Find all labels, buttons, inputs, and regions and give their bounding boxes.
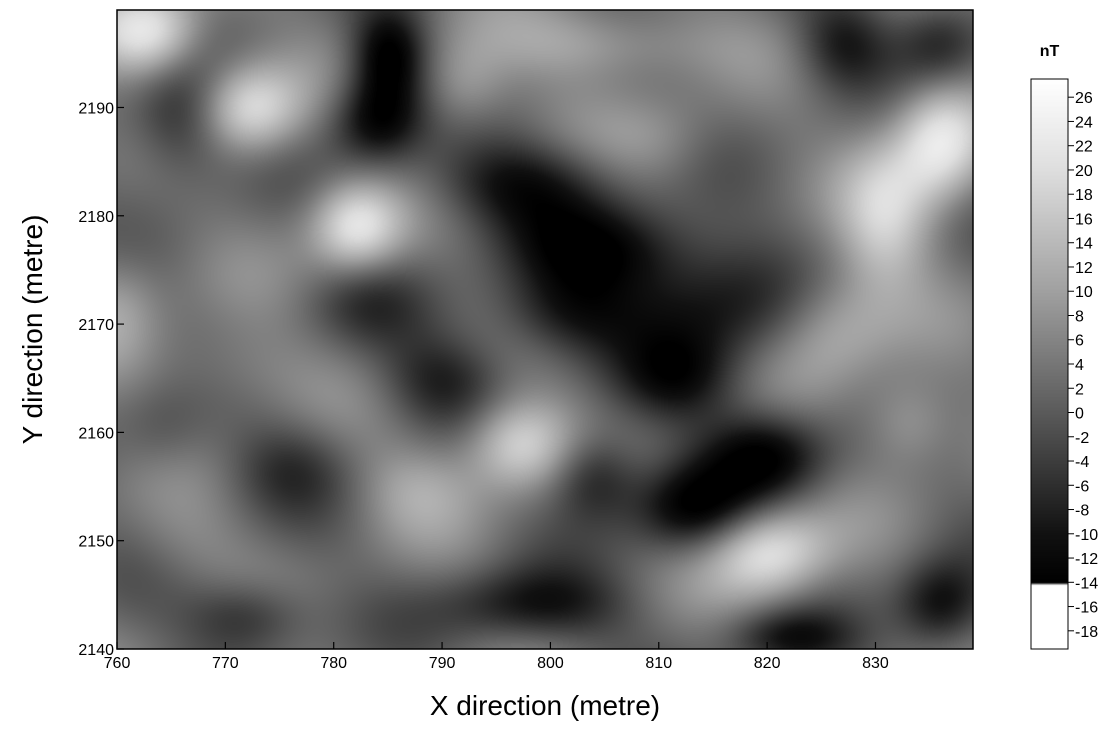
colorbar-ticks: 26242220181614121086420-2-4-6-8-10-12-14… — [1068, 90, 1098, 641]
y-axis-title: Y direction (metre) — [17, 215, 48, 445]
y-tick-label: 2190 — [78, 100, 114, 117]
y-tick-label: 2160 — [78, 425, 114, 442]
colorbar-tick-label: -12 — [1075, 551, 1098, 568]
colorbar-tick-label: 24 — [1075, 114, 1093, 131]
colorbar: nT 26242220181614121086420-2-4-6-8-10-12… — [1030, 43, 1098, 650]
colorbar-tick-label: 2 — [1075, 381, 1084, 398]
y-tick-label: 2170 — [78, 317, 114, 334]
x-tick-label: 800 — [537, 655, 564, 672]
colorbar-tick-label: 14 — [1075, 236, 1093, 253]
colorbar-tick-label: -16 — [1075, 600, 1098, 617]
plot-area — [116, 9, 974, 650]
x-axis-title: X direction (metre) — [430, 690, 660, 721]
colorbar-tick-label: -8 — [1075, 503, 1089, 520]
colorbar-tick-label: -4 — [1075, 454, 1089, 471]
colorbar-title: nT — [1040, 43, 1060, 60]
x-tick-label: 770 — [212, 655, 239, 672]
colorbar-tick-label: 12 — [1075, 260, 1093, 277]
colorbar-gradient — [1031, 79, 1068, 649]
colorbar-tick-label: 20 — [1075, 163, 1093, 180]
colorbar-tick-label: -2 — [1075, 430, 1089, 447]
x-axis: 760 770 780 790 800 810 820 830 — [104, 642, 889, 672]
colorbar-tick-label: 18 — [1075, 187, 1093, 204]
colorbar-tick-label: 4 — [1075, 357, 1084, 374]
colorbar-tick-label: 10 — [1075, 284, 1093, 301]
colorbar-tick-label: 26 — [1075, 90, 1093, 107]
x-tick-label: 830 — [862, 655, 889, 672]
colorbar-tick-label: 6 — [1075, 333, 1084, 350]
x-tick-label: 760 — [104, 655, 131, 672]
y-tick-label: 2150 — [78, 534, 114, 551]
x-tick-label: 790 — [429, 655, 456, 672]
x-tick-label: 810 — [645, 655, 672, 672]
y-axis: 2140 2150 2160 2170 2180 2190 — [78, 100, 124, 659]
colorbar-tick-label: -14 — [1075, 575, 1098, 592]
colorbar-tick-label: -10 — [1075, 527, 1098, 544]
x-tick-label: 780 — [320, 655, 347, 672]
y-tick-label: 2140 — [78, 642, 114, 659]
heatmap-image — [117, 10, 973, 649]
colorbar-tick-label: 8 — [1075, 308, 1084, 325]
colorbar-tick-label: 22 — [1075, 139, 1093, 156]
x-tick-label: 820 — [754, 655, 781, 672]
plot-frame — [116, 9, 974, 650]
colorbar-tick-label: 0 — [1075, 406, 1084, 423]
colorbar-tick-label: -6 — [1075, 478, 1089, 495]
colorbar-tick-label: -18 — [1075, 624, 1098, 641]
y-tick-label: 2180 — [78, 209, 114, 226]
colorbar-tick-label: 16 — [1075, 211, 1093, 228]
